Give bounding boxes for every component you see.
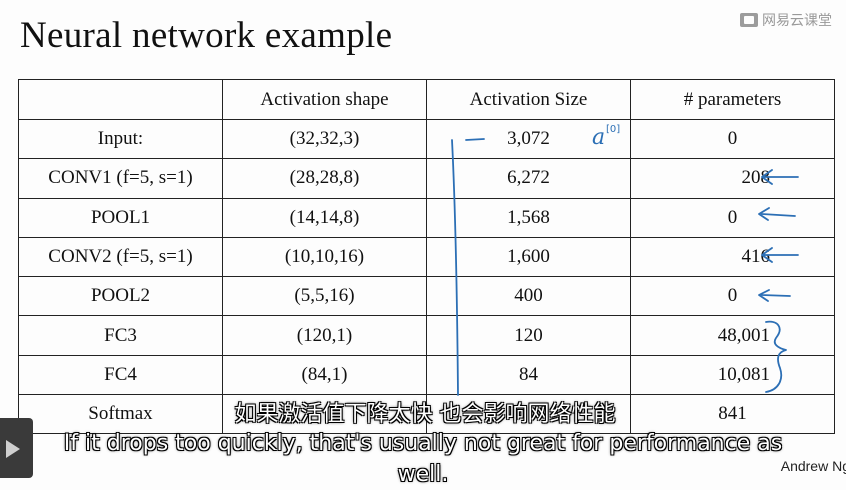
watermark-text: 网易云课堂 (762, 13, 832, 29)
table-row: POOL1 (14,14,8) 1,568 0 (18, 197, 835, 238)
shape-cell (222, 394, 427, 435)
watermark-logo: 网易云课堂 (740, 10, 832, 30)
shape-cell: (120,1) (222, 315, 427, 356)
layer-cell: FC3 (18, 315, 223, 356)
header-activation-shape: Activation shape (222, 79, 427, 120)
shape-cell: (28,28,8) (222, 158, 427, 199)
subtitle-chinese: 如果激活值下降太快 也会影响网络性能 (234, 402, 616, 427)
layer-cell: POOL2 (18, 276, 223, 317)
size-cell (426, 394, 631, 435)
shape-cell: (32,32,3) (222, 118, 427, 160)
logo-icon (740, 13, 758, 27)
params-cell: 416 (630, 236, 835, 278)
table-row: POOL2 (5,5,16) 400 0 (18, 276, 835, 317)
size-cell: 120 (426, 315, 631, 356)
shape-cell: (14,14,8) (222, 197, 427, 238)
table-row: FC4 (84,1) 84 10,081 (18, 354, 835, 396)
layer-cell: CONV1 (f=5, s=1) (18, 158, 223, 199)
play-button[interactable] (0, 418, 33, 478)
layer-cell: Input: (18, 118, 223, 160)
params-cell: 10,081 (630, 354, 835, 396)
slide-title: Neural network example (20, 15, 393, 56)
layer-cell: Softmax (18, 394, 223, 435)
size-cell: 400 (426, 276, 631, 317)
author-credit: Andrew Ng (780, 458, 846, 474)
shape-cell: (5,5,16) (222, 276, 427, 317)
network-table: Activation shape Activation Size # param… (18, 79, 835, 435)
layer-cell: POOL1 (18, 197, 223, 238)
params-cell: 841 (630, 394, 835, 435)
table-row: FC3 (120,1) 120 48,001 (18, 315, 835, 356)
layer-cell: CONV2 (f=5, s=1) (18, 236, 223, 278)
table-header-row: Activation shape Activation Size # param… (18, 79, 835, 120)
table-row: CONV2 (f=5, s=1) (10,10,16) 1,600 416 (18, 236, 835, 278)
size-cell: 84 (426, 354, 631, 396)
params-cell: 48,001 (630, 315, 835, 356)
size-cell: 3,072 (426, 118, 631, 160)
header-layer (18, 79, 223, 120)
shape-cell: (84,1) (222, 354, 427, 396)
size-cell: 6,272 (426, 158, 631, 199)
header-parameters: # parameters (630, 79, 835, 120)
table-row: Input: (32,32,3) 3,072 0 (18, 118, 835, 160)
params-cell: 0 (630, 118, 835, 160)
shape-cell: (10,10,16) (222, 236, 427, 278)
header-activation-size: Activation Size (426, 79, 631, 120)
params-cell: 0 (630, 197, 835, 238)
layer-cell: FC4 (18, 354, 223, 396)
size-cell: 1,568 (426, 197, 631, 238)
params-cell: 0 (630, 276, 835, 317)
table-row: CONV1 (f=5, s=1) (28,28,8) 6,272 208 (18, 158, 835, 199)
params-cell: 208 (630, 158, 835, 199)
subtitle-english: If it drops too quickly, that's usually … (63, 431, 783, 487)
table-row: Softmax 841 (18, 394, 835, 435)
size-cell: 1,600 (426, 236, 631, 278)
